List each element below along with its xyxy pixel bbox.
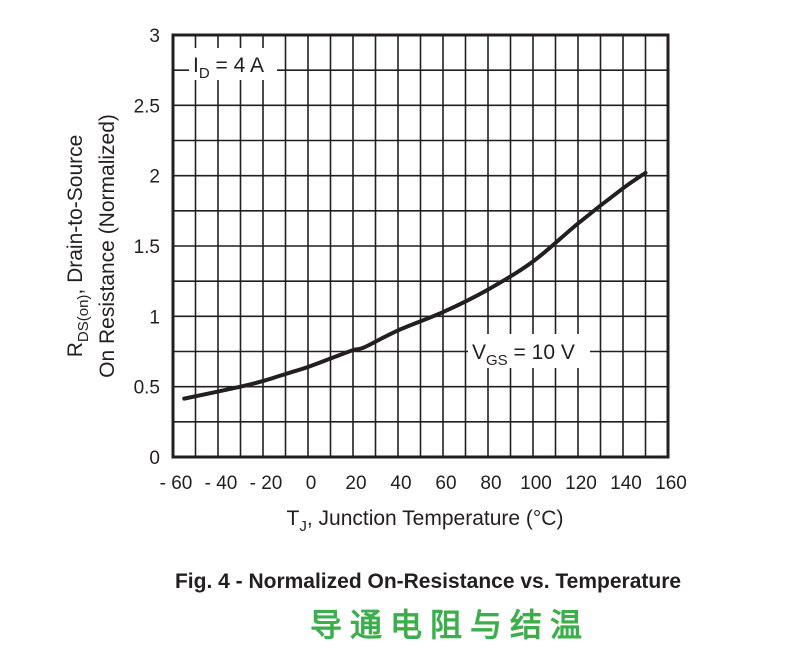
x-tick-label: - 60 <box>160 473 193 494</box>
y-axis-label-line1: RDS(on), Drain-to-Source <box>64 135 92 358</box>
y-tick-label: 3 <box>149 26 160 47</box>
chart-subtitle-chinese: 导通电阻与结温 <box>310 607 590 643</box>
x-tick-label: 80 <box>480 473 501 494</box>
y-tick-label: 1.5 <box>134 237 160 258</box>
y-tick-label: 0 <box>149 448 160 469</box>
x-tick-label: 40 <box>390 473 411 494</box>
y-tick-label: 2.5 <box>134 96 160 117</box>
x-tick-label: 160 <box>655 473 687 494</box>
x-tick-label: 100 <box>520 473 552 494</box>
x-tick-label: 140 <box>610 473 642 494</box>
annotation-id-bg <box>189 48 277 80</box>
x-tick-label: 20 <box>345 473 366 494</box>
x-tick-label: - 20 <box>250 473 283 494</box>
grid <box>173 35 668 457</box>
y-tick-label: 0.5 <box>134 378 160 399</box>
y-tick-labels: 0 0.5 1 1.5 2 2.5 3 <box>134 26 160 469</box>
x-tick-label: 120 <box>565 473 597 494</box>
series-line-rdson <box>182 170 648 401</box>
y-tick-label: 1 <box>149 307 160 328</box>
annotation-vgs: VGS = 10 V <box>472 341 575 369</box>
chart-title: Fig. 4 - Normalized On-Resistance vs. Te… <box>175 570 681 593</box>
x-axis-label: TJ, Junction Temperature (°C) <box>287 507 564 535</box>
plot-border <box>171 33 670 459</box>
annotation-vgs-bg <box>468 334 590 368</box>
x-tick-label: 0 <box>306 473 317 494</box>
y-tick-label: 2 <box>149 167 160 188</box>
y-axis-label-line2: On Resistance (Normalized) <box>96 114 119 378</box>
annotation-id: ID = 4 A <box>193 54 264 82</box>
x-tick-label: 60 <box>435 473 456 494</box>
y-axis-label: RDS(on), Drain-to-Source On Resistance (… <box>64 114 119 378</box>
x-tick-label: - 40 <box>205 473 238 494</box>
x-tick-labels: - 60 - 40 - 20 0 20 40 60 80 100 120 140 160 <box>160 473 687 494</box>
